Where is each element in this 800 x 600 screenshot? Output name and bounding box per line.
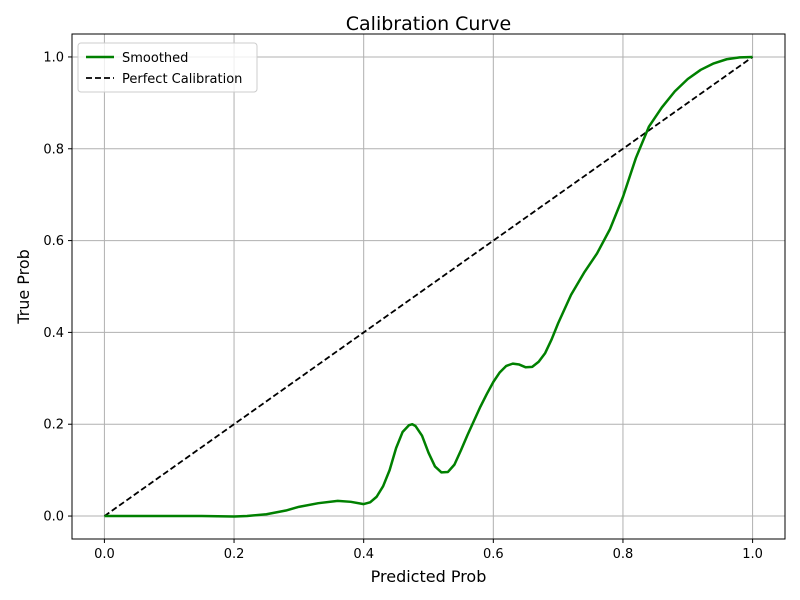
x-tick-label: 0.6 [483,547,504,562]
x-tick-label: 1.0 [742,547,763,562]
legend-label-smoothed: Smoothed [122,51,188,66]
x-tick-label: 0.2 [224,547,245,562]
ticks: 0.0 0.2 0.4 0.6 0.8 1.0 0.0 0.2 0.4 0.6 0.8 1.0 [43,50,763,562]
x-tick-label: 0.4 [353,547,374,562]
y-tick-label: 0.2 [43,418,64,433]
chart-title: Calibration Curve [346,13,511,35]
series-line-perfect-calibration [103,56,754,517]
series-line-smoothed [104,55,753,518]
x-tick-label: 0.8 [613,547,634,562]
x-axis-label: Predicted Prob [371,567,487,586]
legend-label-perfect-calibration: Perfect Calibration [122,72,242,87]
x-tick-label: 0.0 [94,547,115,562]
legend-box [77,42,258,93]
plot-frame [71,33,786,540]
y-tick-label: 0.4 [43,326,64,341]
y-tick-label: 0.0 [43,510,64,525]
legend: Smoothed Perfect Calibration [77,42,258,93]
grid [72,34,785,539]
y-tick-label: 0.6 [43,234,64,249]
y-axis-label: True Prob [14,249,33,325]
y-tick-label: 1.0 [43,50,64,65]
series-layer [103,55,754,518]
y-tick-label: 0.8 [43,142,64,157]
